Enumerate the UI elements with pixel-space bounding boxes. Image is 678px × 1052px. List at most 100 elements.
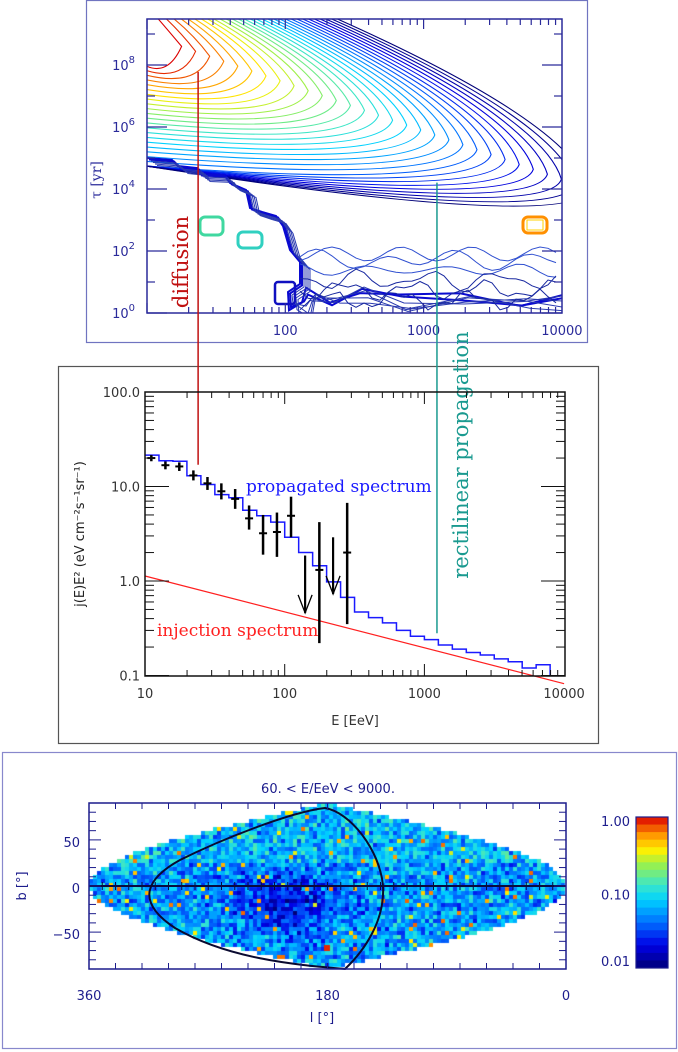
contour-line — [147, 19, 253, 95]
tau-energy-contours — [147, 19, 562, 313]
y-tick-label: 106 — [112, 117, 135, 136]
x-tick-label: 1000 — [407, 324, 440, 339]
contour-line — [147, 19, 492, 179]
colorbar-band — [636, 884, 668, 893]
contour-island — [236, 230, 264, 250]
contour-line — [147, 19, 211, 80]
diffusion-label: diffusion — [169, 216, 193, 308]
colorbar-band — [636, 915, 668, 924]
contour-line — [299, 263, 557, 278]
colorbar-tick-label: 0.10 — [601, 889, 630, 904]
contour-line — [147, 19, 225, 85]
colorbar-band — [636, 900, 668, 909]
contour-line — [147, 19, 562, 203]
sky-map-overlay — [88, 806, 567, 971]
contour-line — [147, 19, 323, 120]
colorbar-band — [636, 937, 668, 946]
colorbar-band — [636, 862, 668, 871]
spectrum-plot — [144, 454, 565, 685]
colorbar-band — [636, 839, 668, 848]
middle-plot-area — [144, 391, 566, 677]
x-tick-label: 10 — [137, 687, 154, 702]
top-y-axis-label: τ [yr] — [89, 161, 105, 199]
x-tick-label: 10000 — [543, 687, 584, 702]
contour-line — [148, 158, 562, 309]
contour-line — [147, 19, 450, 166]
colorbar-band — [636, 952, 668, 961]
x-tick-label: 10000 — [541, 324, 582, 339]
contour-line — [147, 19, 478, 176]
contour-line — [147, 19, 534, 190]
top-panel-frame — [85, 0, 589, 344]
y-tick-label: 50 — [63, 836, 80, 851]
contour-line — [147, 19, 562, 207]
sky-map-y-label: b [°] — [15, 871, 30, 900]
contour-line — [147, 19, 422, 156]
colorbar-band — [636, 922, 668, 931]
contour-curve — [148, 806, 385, 971]
contour-line — [147, 19, 408, 150]
x-tick-label: 0 — [562, 989, 570, 1004]
colorbar-tick-label: 0.01 — [601, 955, 630, 970]
colorbar-band — [636, 877, 668, 886]
colorbar-band — [636, 869, 668, 878]
contour-line — [147, 19, 394, 145]
upper-limit-arrow — [297, 594, 313, 615]
contour-line — [299, 268, 557, 292]
propagated-spectrum-line — [145, 454, 551, 676]
y-tick-label: 102 — [112, 241, 135, 260]
middle-axis-ticks: 10 100 1000 10000 0.1 1.0 10.0 100.0 — [103, 386, 585, 702]
y-tick-label: 100 — [112, 303, 135, 322]
contour-line — [147, 19, 464, 171]
contour-line — [299, 279, 557, 301]
colorbar-band — [636, 817, 668, 826]
injection-spectrum-label: injection spectrum — [157, 621, 318, 641]
contour-line — [147, 19, 548, 194]
contour-line — [299, 246, 557, 262]
contour-line — [147, 19, 337, 125]
upper-limit-arrow — [325, 575, 341, 596]
sky-map-title: 60. < E/EeV < 9000. — [261, 782, 395, 797]
colorbar-tick-label: 1.00 — [601, 815, 630, 830]
y-tick-label: 0.1 — [119, 670, 140, 685]
colorbar-band — [636, 945, 668, 954]
contour-line — [154, 163, 562, 313]
y-tick-label: 0 — [72, 882, 80, 897]
colorbar-band — [636, 960, 668, 969]
colorbar-frame — [635, 816, 669, 969]
x-tick-label: 360 — [77, 989, 102, 1004]
contour-line — [156, 165, 562, 313]
contour-island — [521, 215, 549, 235]
middle-x-axis-label: E [EeV] — [331, 714, 379, 729]
contour-line — [147, 19, 436, 161]
contour-line — [147, 19, 295, 110]
middle-y-axis-label: j(E)E² (eV cm⁻²s⁻¹sr⁻¹) — [73, 461, 88, 608]
colorbar-band — [636, 930, 668, 939]
colorbar: 1.00 0.10 0.01 — [601, 815, 669, 970]
contour-line — [147, 19, 309, 115]
middle-panel-frame — [57, 365, 600, 745]
contour-line — [147, 19, 281, 105]
x-tick-label: 100 — [272, 687, 297, 702]
contour-line — [147, 19, 239, 90]
injection-spectrum-line — [144, 575, 565, 685]
colorbar-band — [636, 907, 668, 916]
colorbar-band — [636, 892, 668, 901]
contour-island — [198, 215, 225, 237]
y-tick-label: 1.0 — [119, 575, 140, 590]
colorbar-band — [636, 832, 668, 841]
contour-line — [147, 19, 506, 183]
contour-line — [147, 157, 562, 312]
y-tick-label: 104 — [112, 179, 135, 198]
x-tick-label: 1000 — [408, 687, 441, 702]
rectilinear-label: rectilinear propagation — [449, 331, 473, 578]
contour-line — [147, 19, 351, 130]
y-tick-label: 10.0 — [111, 481, 140, 496]
contour-line — [147, 19, 267, 100]
contour-line — [299, 248, 557, 271]
contour-line — [299, 288, 557, 311]
propagated-spectrum-label: propagated spectrum — [246, 477, 432, 497]
colorbar-band — [636, 847, 668, 856]
